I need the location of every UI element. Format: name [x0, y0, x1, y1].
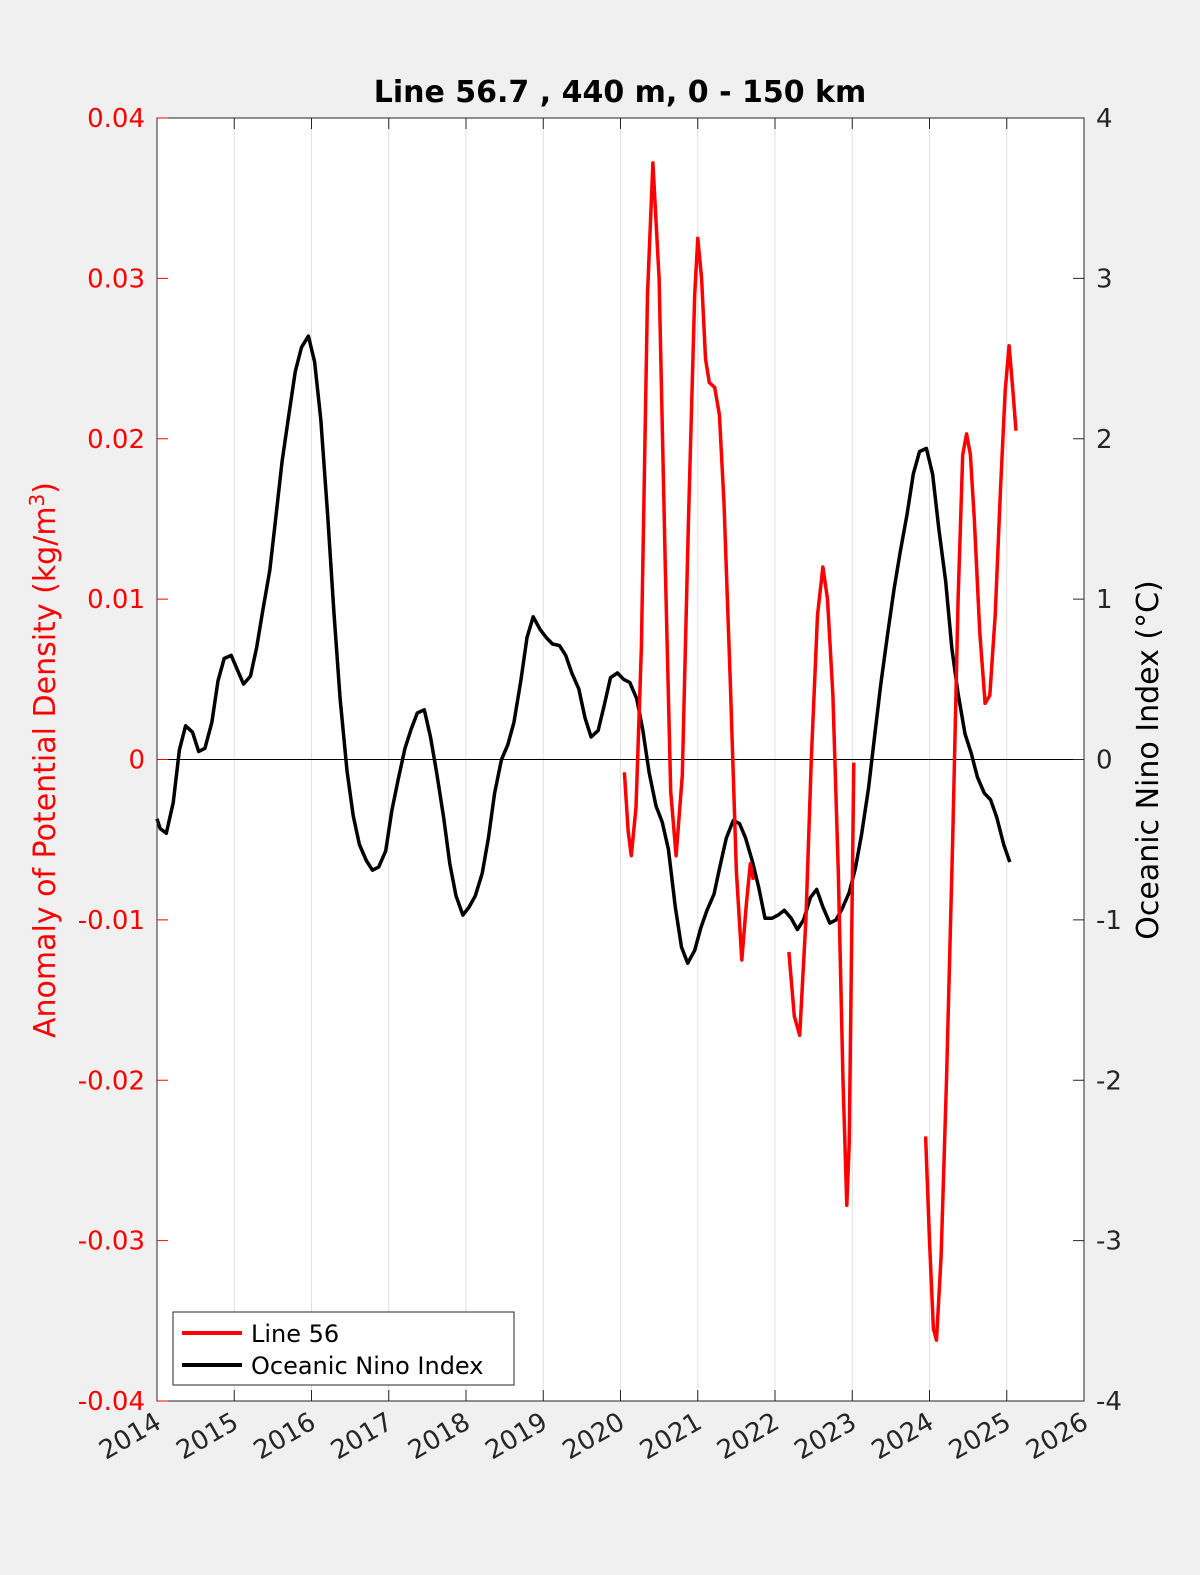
y-right-tick-label: 4	[1096, 104, 1113, 134]
y-axis-right: 4 3 2 1 0 -1 -2 -3 -4	[1073, 104, 1122, 1417]
chart-title: Line 56.7 , 440 m, 0 - 150 km	[374, 75, 867, 110]
y-right-tick-label: -2	[1096, 1066, 1122, 1096]
series-line-line56	[622, 161, 756, 962]
y-left-tick-label: -0.04	[78, 1387, 145, 1417]
legend-label-line56: Line 56	[251, 1320, 339, 1348]
y-right-tick-label: 0	[1096, 746, 1113, 776]
y-left-tick-label: 0.02	[87, 425, 145, 455]
y-right-tick-label: 2	[1096, 425, 1113, 455]
y-left-tick-label: -0.03	[78, 1227, 145, 1257]
legend-label-oni: Oceanic Nino Index	[251, 1352, 483, 1380]
series-line-oceanic-nino-index	[155, 334, 1012, 965]
legend-box	[172, 1311, 515, 1386]
y-right-tick-label: 3	[1096, 264, 1113, 294]
y-left-tick-label: 0.04	[87, 104, 145, 134]
legend: Line 56 Oceanic Nino Index	[172, 1311, 515, 1386]
y-axis-left: 0.04 0.03 0.02 0.01 0 -0.01 -0.02 -0.03 -0.04	[78, 104, 168, 1417]
y-left-tick-label: -0.01	[78, 906, 145, 936]
y-left-tick-label: 0.01	[87, 585, 145, 615]
y-right-tick-label: 1	[1096, 585, 1113, 615]
y-right-tick-label: -3	[1096, 1227, 1122, 1257]
y-left-tick-label: -0.02	[78, 1066, 145, 1096]
series-line-line56	[923, 343, 1018, 1342]
y-right-tick-label: -4	[1096, 1387, 1122, 1417]
y-left-tick-label: 0.03	[87, 264, 145, 294]
y-left-tick-label: 0	[128, 746, 145, 776]
y-right-tick-label: -1	[1096, 906, 1122, 936]
series-line-line56	[787, 565, 856, 1208]
y-axis-left-label: Anomaly of Potential Density (kg/m3)	[25, 482, 63, 1038]
series-layer	[155, 161, 1018, 1342]
y-axis-right-label: Oceanic Nino Index (°C)	[1131, 580, 1166, 940]
